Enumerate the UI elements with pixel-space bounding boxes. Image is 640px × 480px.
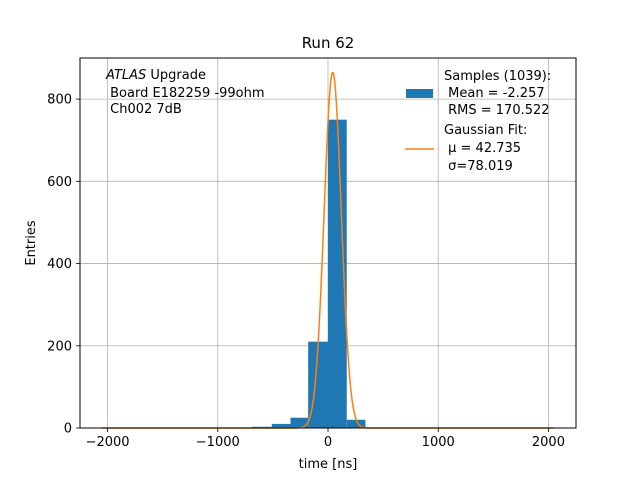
legend: Samples (1039): Mean = -2.257 RMS = 170.… [405, 69, 551, 174]
atlas-annotation: ATLAS Upgrade Board E182259 -99ohm Ch002… [105, 68, 265, 117]
x-tick-label: 0 [324, 435, 332, 450]
legend-samples-mean: Mean = -2.257 [444, 86, 545, 101]
legend-fit-mu: μ = 42.735 [444, 141, 521, 156]
annotation-brand-suffix: Upgrade [146, 68, 206, 83]
x-tick-label: 2000 [532, 435, 565, 450]
y-tick-label: 400 [47, 257, 72, 272]
y-axis-label: Entries [24, 220, 39, 266]
histogram-bars [251, 119, 366, 429]
x-tick-label: −1000 [196, 435, 240, 450]
histogram-bar [290, 417, 309, 428]
histogram-bar [308, 341, 328, 428]
annotation-brand: ATLAS [105, 68, 146, 83]
y-tick-label: 600 [47, 175, 72, 190]
annotation-line-2: Board E182259 -99ohm [106, 86, 265, 101]
histogram-bar [346, 419, 366, 428]
legend-fit-title: Gaussian Fit: [444, 123, 527, 138]
histogram-bar [328, 119, 347, 429]
chart-title: Run 62 [302, 34, 355, 52]
annotation-line-3: Ch002 7dB [106, 102, 182, 117]
axis-ticks: −2000 −1000 0 1000 2000 0 200 400 600 800 [47, 93, 565, 450]
x-tick-label: 1000 [422, 435, 455, 450]
annotation-line-1: ATLAS Upgrade [105, 68, 206, 83]
y-tick-label: 800 [47, 93, 72, 108]
legend-samples-title: Samples (1039): [444, 69, 551, 84]
histogram-bar [271, 423, 291, 428]
x-tick-label: −2000 [86, 435, 130, 450]
legend-samples-rms: RMS = 170.522 [444, 103, 550, 118]
y-tick-label: 0 [64, 422, 72, 437]
y-tick-label: 200 [47, 339, 72, 354]
legend-samples-swatch [406, 89, 433, 98]
x-axis-label: time [ns] [299, 457, 358, 472]
legend-fit-sigma: σ=78.019 [444, 159, 513, 174]
